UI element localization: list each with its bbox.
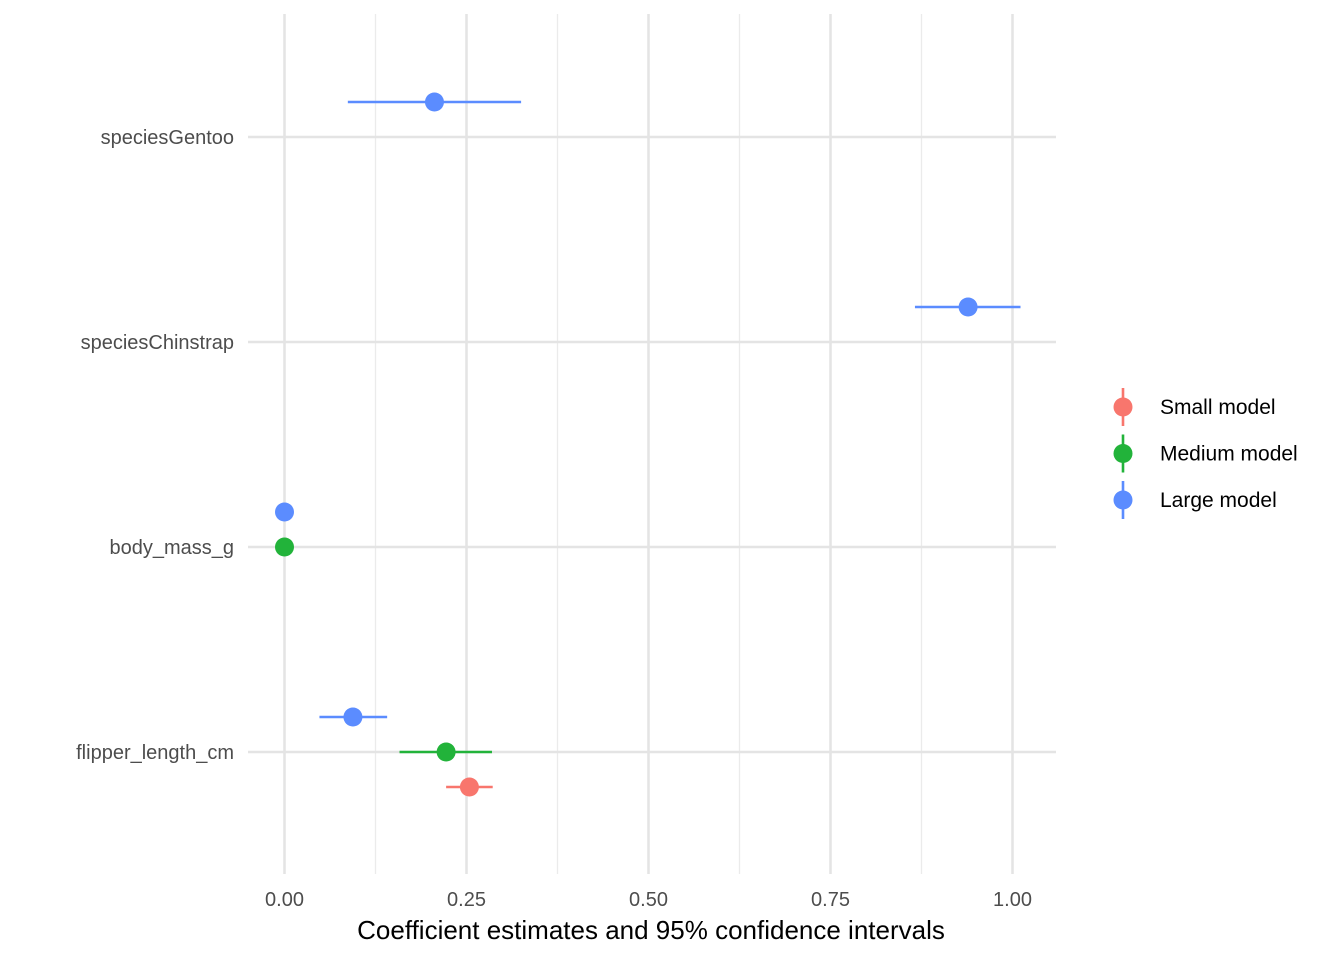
x-tick-label: 0.75 (811, 889, 850, 911)
legend-label-large-model: Large model (1160, 489, 1277, 512)
major-gridlines (248, 14, 1056, 874)
large-model-point-speciesChinstrap (958, 297, 978, 317)
y-tick-label-speciesChinstrap: speciesChinstrap (81, 332, 234, 354)
x-axis-title: Coefficient estimates and 95% confidence… (357, 915, 945, 945)
legend-label-medium-model: Medium model (1160, 443, 1298, 466)
medium-model-point-flipper_length_cm (436, 742, 456, 762)
y-tick-label-body_mass_g: body_mass_g (109, 537, 234, 559)
x-tick-label: 0.50 (629, 889, 668, 911)
large-model-point-flipper_length_cm (343, 707, 363, 727)
medium-model-point-body_mass_g (275, 537, 294, 557)
minor-gridlines (374, 14, 923, 874)
x-axis-tick-labels: 0.00 0.25 0.50 0.75 1.00 (265, 889, 1032, 911)
legend: Small model Medium model Large model (1113, 388, 1298, 519)
x-tick-label: 0.25 (447, 889, 486, 911)
y-tick-label-flipper_length_cm: flipper_length_cm (76, 742, 234, 764)
small-model-point-flipper_length_cm (459, 777, 479, 797)
legend-key-point-medium-model (1113, 444, 1133, 463)
y-tick-label-speciesGentoo: speciesGentoo (101, 127, 234, 149)
legend-key-point-large-model (1113, 490, 1133, 510)
legend-label-small-model: Small model (1160, 396, 1276, 419)
large-model-point-speciesGentoo (424, 92, 444, 112)
legend-key-point-small-model (1113, 397, 1133, 417)
large-model-point-body_mass_g (275, 502, 294, 522)
x-tick-label: 1.00 (993, 889, 1032, 911)
data-marks (275, 92, 1021, 797)
y-axis-tick-labels: flipper_length_cm body_mass_g speciesChins… (76, 127, 234, 764)
x-tick-label: 0.00 (265, 889, 304, 911)
